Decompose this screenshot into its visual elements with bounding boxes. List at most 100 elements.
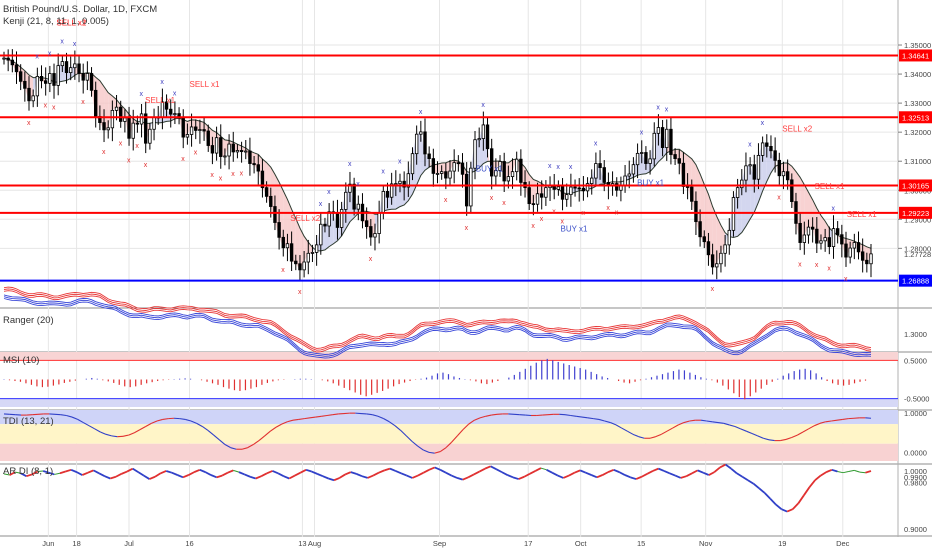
candle[interactable] (677, 158, 681, 164)
candle[interactable] (760, 142, 765, 156)
candle[interactable] (223, 155, 227, 158)
candle[interactable] (385, 191, 390, 198)
candle[interactable] (423, 131, 427, 155)
candle[interactable] (10, 59, 15, 66)
candle[interactable] (144, 113, 148, 144)
candle[interactable] (485, 124, 490, 150)
candle[interactable] (2, 57, 6, 60)
candle[interactable] (685, 186, 690, 188)
candle[interactable] (214, 137, 219, 154)
candle[interactable] (194, 126, 198, 131)
candle[interactable] (752, 164, 756, 180)
candle[interactable] (123, 117, 127, 122)
candle[interactable] (381, 191, 385, 214)
candle[interactable] (756, 155, 761, 180)
candle[interactable] (694, 200, 698, 223)
candle[interactable] (560, 186, 565, 200)
candle[interactable] (73, 63, 77, 69)
candle[interactable] (835, 228, 840, 236)
candle[interactable] (660, 127, 665, 148)
candle[interactable] (23, 80, 27, 89)
candle[interactable] (819, 240, 823, 244)
candle[interactable] (702, 236, 706, 243)
candle[interactable] (81, 73, 85, 81)
candle[interactable] (790, 179, 794, 202)
candle[interactable] (394, 183, 398, 185)
candle[interactable] (581, 187, 586, 192)
candle[interactable] (827, 237, 832, 248)
candle[interactable] (152, 116, 156, 130)
candle[interactable] (6, 57, 10, 61)
candle[interactable] (435, 173, 440, 175)
candle[interactable] (565, 194, 569, 200)
candle[interactable] (210, 145, 215, 154)
candle[interactable] (452, 162, 456, 172)
candle[interactable] (198, 129, 202, 131)
candle[interactable] (319, 223, 323, 246)
candle[interactable] (48, 73, 52, 84)
candle[interactable] (464, 173, 469, 207)
candle[interactable] (627, 173, 631, 177)
candle[interactable] (327, 211, 331, 227)
candle[interactable] (131, 122, 135, 139)
candle[interactable] (344, 191, 348, 210)
candle[interactable] (460, 162, 465, 175)
candle[interactable] (673, 154, 677, 160)
candle[interactable] (490, 148, 494, 177)
candle[interactable] (135, 122, 140, 125)
candle[interactable] (498, 161, 502, 171)
candle[interactable] (477, 138, 481, 141)
candle[interactable] (456, 162, 461, 165)
candle[interactable] (69, 67, 73, 74)
candle[interactable] (298, 263, 302, 271)
candle[interactable] (585, 183, 590, 192)
candle[interactable] (473, 139, 477, 169)
candle[interactable] (398, 180, 402, 184)
candle[interactable] (602, 167, 606, 183)
candle[interactable] (719, 252, 723, 265)
candle[interactable] (256, 164, 260, 172)
candle[interactable] (552, 185, 556, 190)
candle[interactable] (264, 187, 269, 197)
candle[interactable] (39, 75, 44, 82)
candle[interactable] (339, 209, 344, 228)
candle[interactable] (89, 73, 94, 91)
candle[interactable] (656, 127, 661, 134)
candle[interactable] (310, 252, 315, 254)
candle[interactable] (102, 122, 106, 131)
candle[interactable] (323, 223, 327, 227)
candle[interactable] (569, 186, 573, 196)
candle[interactable] (119, 106, 123, 122)
candle[interactable] (427, 153, 431, 159)
candle[interactable] (219, 137, 223, 157)
candle[interactable] (356, 203, 360, 210)
candle[interactable] (127, 117, 131, 139)
candle[interactable] (810, 226, 815, 230)
candle[interactable] (285, 243, 290, 249)
candle[interactable] (848, 247, 852, 258)
candle[interactable] (798, 222, 802, 243)
candle[interactable] (740, 179, 744, 189)
candle[interactable] (352, 183, 356, 210)
candle[interactable] (494, 170, 498, 177)
candle[interactable] (414, 133, 419, 155)
candle[interactable] (181, 117, 185, 138)
candle[interactable] (27, 87, 31, 102)
candle[interactable] (865, 259, 869, 265)
candle[interactable] (189, 126, 194, 135)
candle[interactable] (406, 173, 411, 188)
candle[interactable] (110, 109, 115, 129)
candle[interactable] (43, 80, 48, 84)
candle[interactable] (260, 170, 265, 189)
candle[interactable] (335, 212, 340, 228)
candle[interactable] (710, 254, 715, 268)
candle[interactable] (302, 261, 306, 271)
candle[interactable] (439, 171, 444, 174)
candle[interactable] (860, 251, 865, 261)
candle[interactable] (114, 106, 119, 111)
candle[interactable] (540, 193, 544, 198)
candle[interactable] (748, 164, 752, 167)
candle[interactable] (544, 187, 548, 198)
candle[interactable] (31, 95, 35, 102)
candle[interactable] (77, 63, 81, 74)
